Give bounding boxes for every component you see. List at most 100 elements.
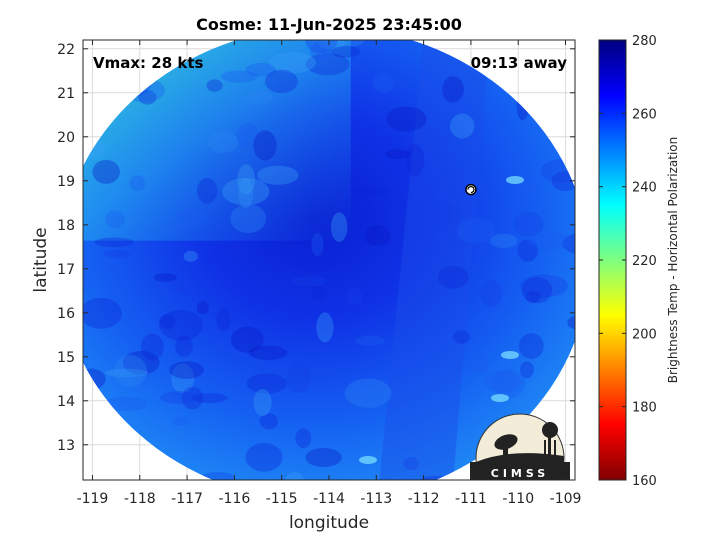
colorbar-tick-label: 220 — [632, 254, 657, 269]
swath-texture-blob — [457, 217, 495, 244]
swath-texture-blob — [442, 76, 464, 103]
swath-texture-blob — [257, 165, 299, 185]
swath-texture-blob — [183, 250, 198, 262]
swath-texture-blob — [245, 62, 277, 77]
y-tick-label: 13 — [57, 438, 75, 454]
swath-texture-blob — [103, 249, 131, 259]
swath-texture-blob — [207, 131, 239, 153]
swath-texture-blob — [386, 106, 427, 132]
colorbar-title: Brightness Temp - Horizontal Polarizatio… — [666, 137, 680, 384]
swath-texture-blob — [113, 355, 147, 387]
x-tick-label: -117 — [171, 491, 203, 507]
swath-texture-blob — [140, 333, 164, 361]
x-tick-label: -111 — [455, 491, 487, 507]
swath-texture-blob — [122, 350, 160, 375]
swath-texture-blob — [175, 335, 193, 357]
swath-texture-blob — [519, 361, 534, 379]
logo-text: CIMSS — [491, 467, 549, 480]
colorbar: 160 180 200 220 240 260 280 Brightness Temp - … — [598, 34, 680, 489]
swath-texture-blob — [406, 144, 425, 177]
swath-texture-blob — [236, 122, 260, 150]
swath-texture-blob — [483, 370, 521, 393]
swath-texture-blob — [364, 225, 391, 247]
colorbar-tick-label: 200 — [632, 327, 657, 342]
swath-texture-blob — [492, 368, 526, 399]
swath-texture-blob — [176, 209, 208, 226]
swath-texture-blob — [246, 373, 287, 394]
radar-dish-stand — [503, 446, 508, 462]
swath-texture-blob — [295, 428, 312, 449]
storm-center-swirl — [467, 186, 475, 194]
swath-texture-blob — [403, 456, 419, 471]
swath-texture-blob — [570, 40, 575, 41]
colorbar-tick-label: 260 — [632, 107, 657, 122]
swath-texture-blob — [247, 90, 273, 105]
swath-texture-blob — [159, 313, 176, 330]
swath-texture-blob — [520, 274, 568, 298]
cimss-logo: CIMSS — [470, 413, 570, 480]
swath-texture-blob — [582, 27, 595, 40]
swath-texture-blob — [129, 175, 146, 192]
x-tick-label: -112 — [408, 491, 440, 507]
swath-texture-blob — [305, 53, 350, 76]
x-axis: -119 -118 -117 -116 -115 -114 -113 -112 -111 -110… — [77, 40, 582, 507]
swath-texture-blob — [575, 328, 593, 352]
swath-texture-blob — [104, 210, 125, 228]
y-tick-label: 20 — [57, 130, 75, 146]
swath-texture-blob — [170, 280, 195, 293]
swath-texture-blob — [310, 41, 333, 62]
swath-texture-blob — [286, 362, 311, 394]
swath-texture-blob — [517, 239, 539, 262]
swath-texture-blob — [449, 113, 475, 139]
swath-texture-blob — [513, 211, 544, 237]
colorbar-tick-label: 160 — [632, 474, 657, 489]
swath-texture-blob — [245, 442, 283, 472]
x-tick-label: -115 — [266, 491, 298, 507]
swath-texture-blob — [172, 417, 191, 426]
swath-texture-blob — [567, 315, 575, 330]
swath-texture-blob — [237, 164, 256, 195]
swath-texture-blob — [206, 79, 223, 92]
swath-texture-blob — [290, 276, 328, 287]
vmax-annotation: Vmax: 28 kts — [93, 54, 203, 72]
swath-texture-blob — [94, 237, 134, 248]
y-tick-label: 21 — [57, 86, 75, 102]
y-tick-label: 18 — [57, 218, 75, 234]
swath-texture-blob — [230, 204, 267, 234]
x-tick-label: -119 — [77, 491, 109, 507]
swath-texture-blob — [105, 368, 149, 378]
swath-texture-blob — [540, 159, 575, 184]
swath-texture-blob — [452, 330, 470, 344]
swath-texture-blob — [419, 202, 464, 228]
swath-texture-blob — [316, 312, 334, 343]
swath-texture-blob — [385, 149, 411, 160]
swath-texture-blob — [354, 185, 390, 196]
swath-texture-blob — [525, 290, 541, 303]
swath-texture-blob — [259, 413, 279, 430]
swath-texture-blob — [248, 345, 288, 360]
swath-texture-blob — [200, 471, 235, 480]
y-tick-label: 16 — [57, 306, 75, 322]
colorbar-tick-label: 280 — [632, 34, 657, 49]
swath-texture-blob — [216, 307, 231, 331]
x-tick-label: -116 — [218, 491, 250, 507]
x-tick-label: -110 — [502, 491, 534, 507]
swath-texture-blob — [238, 178, 254, 209]
swath-texture-blob — [311, 286, 328, 301]
convective-speck — [491, 394, 509, 402]
colorbar-tick-label: 240 — [632, 181, 657, 196]
swath-texture-blob — [521, 276, 553, 304]
y-tick-label: 15 — [57, 350, 75, 366]
swath-texture-blob — [305, 448, 342, 468]
swath-texture-blob — [197, 177, 218, 204]
swath-texture-blob — [138, 90, 157, 105]
water-tower-leg — [548, 436, 551, 462]
chart-title: Cosme: 11-Jun-2025 23:45:00 — [196, 15, 462, 34]
swath-texture-blob — [372, 73, 394, 94]
swath-texture-blob — [311, 233, 324, 257]
swath-texture-blob — [479, 279, 503, 308]
swath-texture-blob — [192, 393, 228, 403]
swath-texture-blob — [467, 352, 489, 375]
swath-texture-blob — [171, 363, 195, 394]
x-tick-label: -109 — [550, 491, 582, 507]
